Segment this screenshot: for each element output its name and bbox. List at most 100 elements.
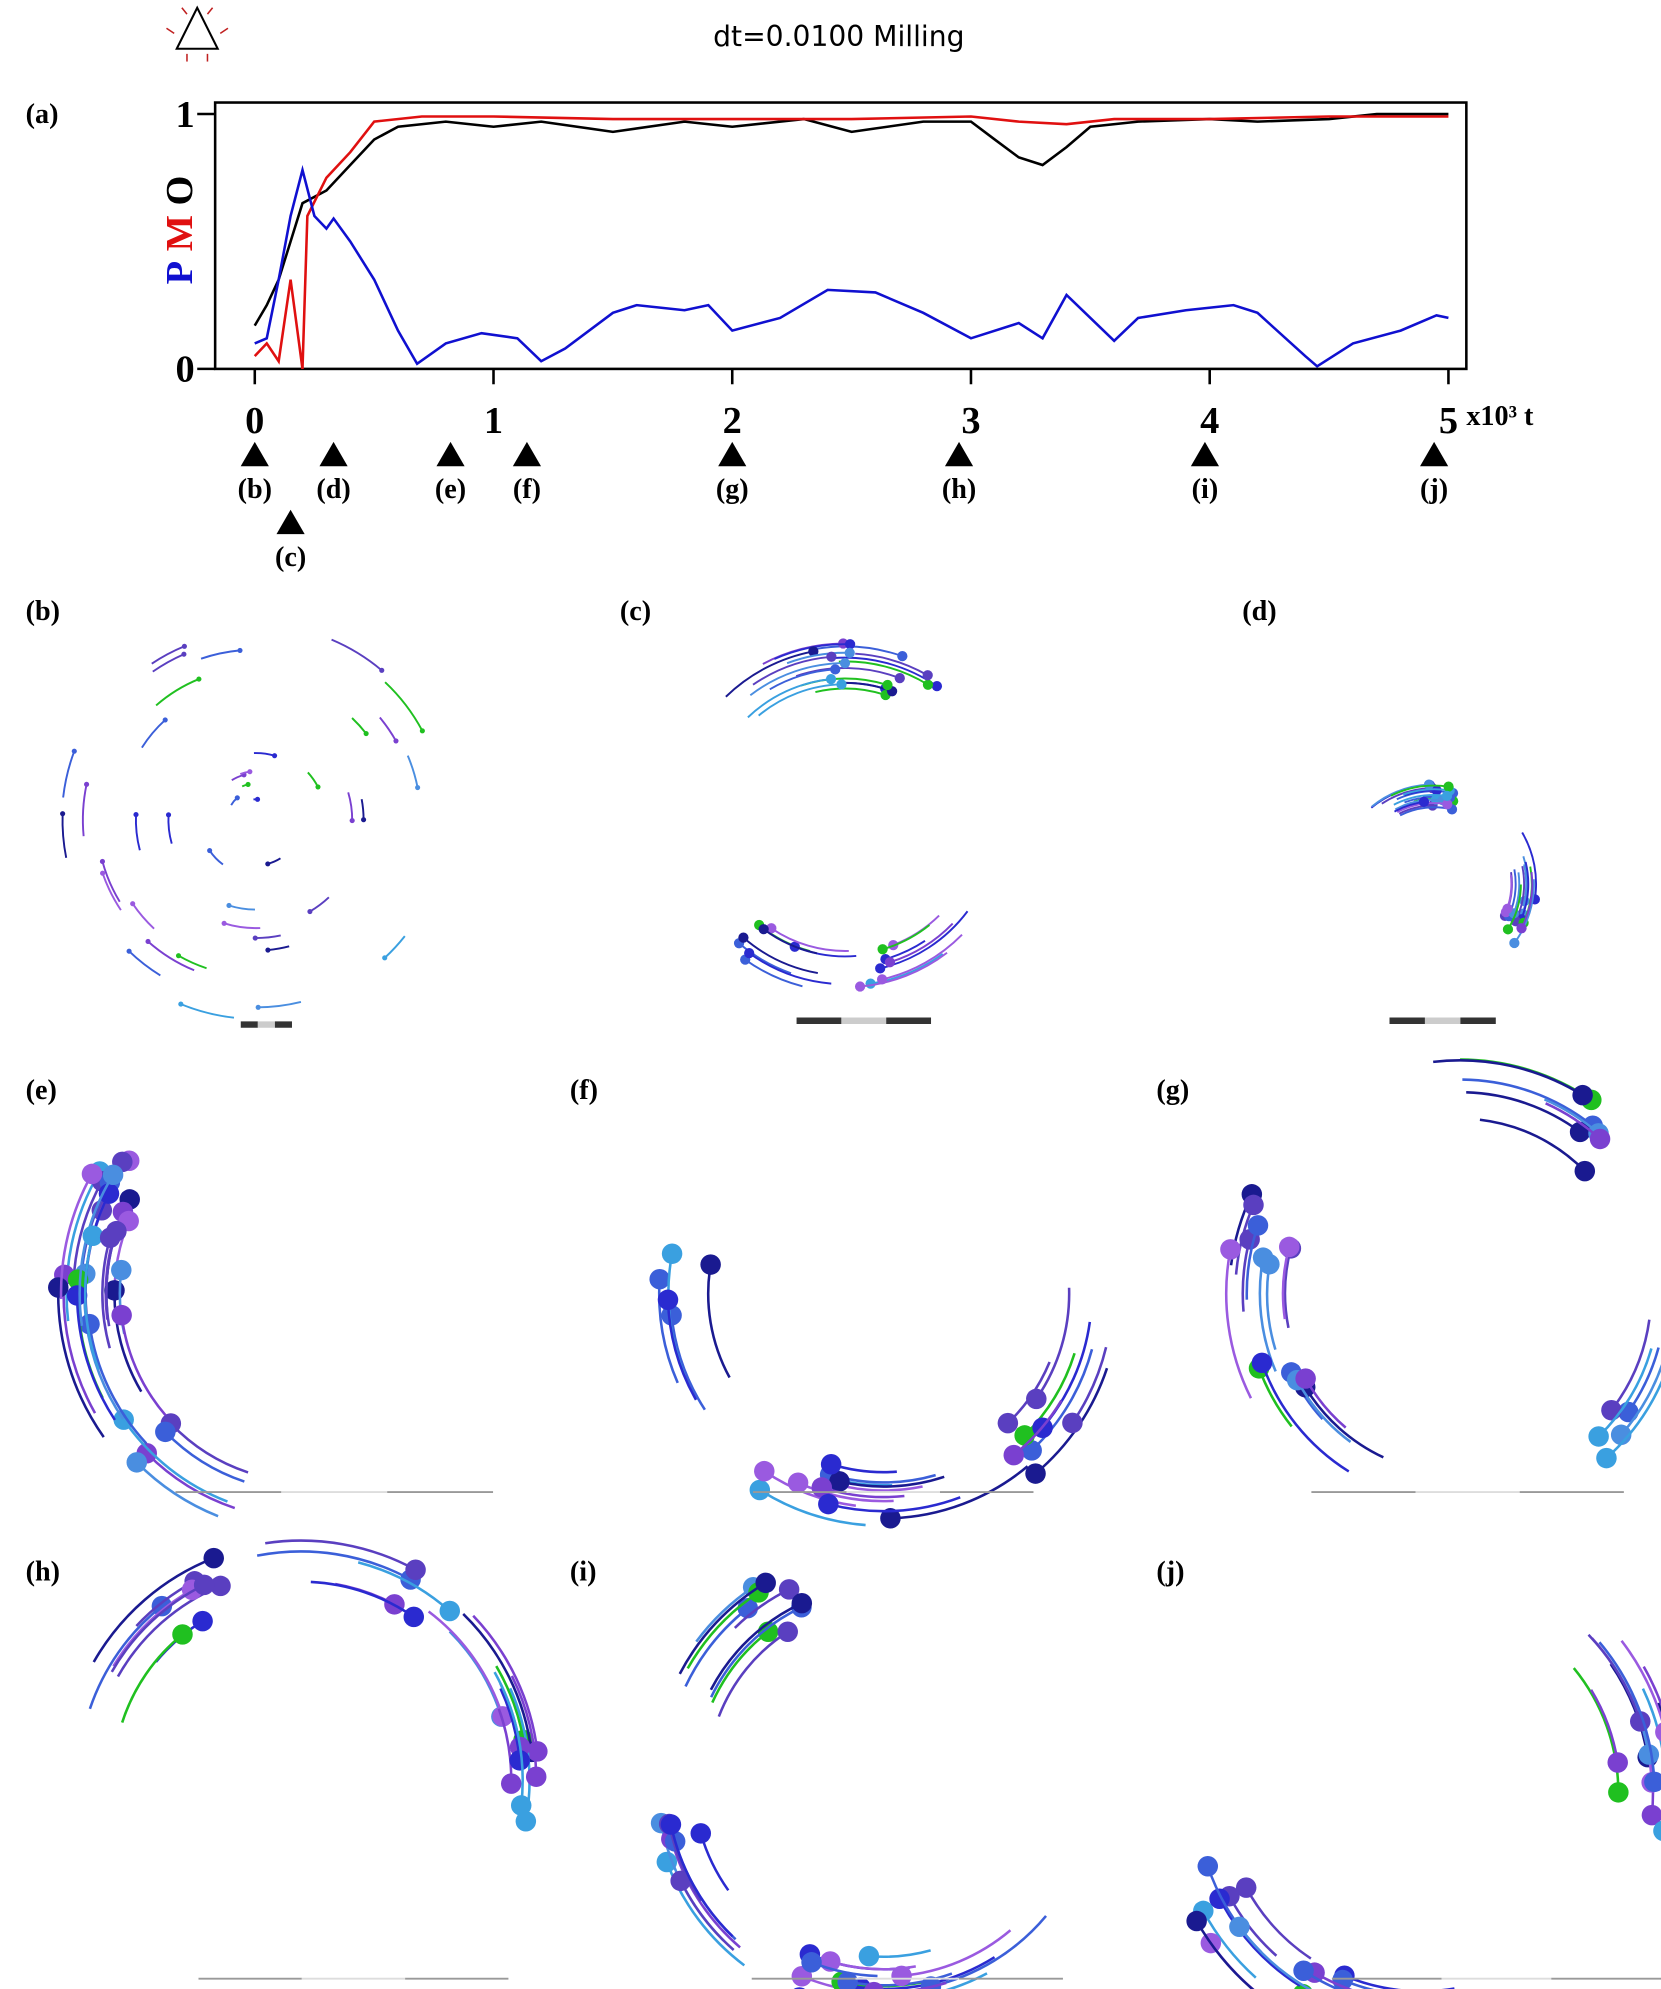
agent (1235, 1877, 1257, 1898)
panel-label: (c) (620, 596, 651, 627)
agent (894, 673, 905, 684)
agent (439, 1600, 461, 1622)
trajectory (180, 1003, 235, 1019)
agent (405, 1559, 426, 1581)
trajectory (1218, 1898, 1301, 1987)
x-tick-label: 2 (723, 400, 742, 442)
agent (1247, 1215, 1269, 1236)
agent (226, 902, 232, 909)
agent (864, 1981, 884, 1989)
agent (175, 953, 182, 959)
agent (1607, 1752, 1628, 1773)
agent (1641, 1804, 1661, 1826)
agent (820, 1453, 842, 1475)
y-tick-label: 1 (175, 94, 194, 136)
agent (1003, 1444, 1025, 1466)
snapshot-label: (c) (275, 542, 306, 573)
x-tick-label: 1 (484, 400, 503, 442)
agent (1186, 1910, 1207, 1932)
trajectory (1304, 1386, 1384, 1459)
trajectory (120, 1633, 184, 1723)
agent (839, 657, 851, 669)
agent (126, 1452, 148, 1473)
trajectory (749, 662, 845, 696)
trajectory (228, 904, 255, 911)
trajectory (1466, 1091, 1581, 1133)
trajectory (92, 1556, 215, 1663)
panel-label: (d) (1242, 596, 1276, 627)
panel-label: (j) (1156, 1556, 1184, 1587)
trajectory (890, 1465, 1029, 1520)
trajectory (706, 1264, 731, 1379)
trajectory (770, 927, 849, 952)
agent (670, 1870, 691, 1892)
snapshot-marker (512, 441, 542, 467)
agent (272, 753, 278, 759)
agent (1197, 1855, 1219, 1877)
trajectory (267, 945, 290, 952)
trajectory (351, 717, 367, 735)
trajectory (61, 813, 68, 859)
agent (830, 664, 841, 675)
agent (1252, 1247, 1274, 1268)
agent (858, 1945, 880, 1967)
trajectory (1265, 1264, 1277, 1350)
agent (349, 818, 355, 824)
trajectory (1605, 1380, 1661, 1460)
trajectory (310, 1580, 415, 1618)
agent (102, 1164, 124, 1186)
agent (1014, 1425, 1035, 1446)
agent (510, 1795, 532, 1816)
agent (196, 676, 202, 682)
agent (880, 1508, 901, 1529)
agent (876, 974, 888, 985)
agent (836, 679, 847, 690)
agent (181, 643, 187, 649)
agent (837, 1971, 858, 1989)
panel-label: (g) (1156, 1075, 1189, 1106)
agent (1516, 923, 1527, 934)
legend-entry: M (159, 215, 201, 251)
agent (181, 651, 187, 657)
agent (155, 1421, 176, 1443)
trajectory (1462, 1078, 1594, 1127)
agent (1243, 1194, 1264, 1216)
trajectory (83, 1235, 100, 1371)
agent (1295, 1368, 1316, 1389)
panel-label: (i) (570, 1556, 597, 1587)
trajectory (406, 755, 419, 788)
trajectory (147, 940, 195, 972)
trajectory (912, 1981, 947, 1989)
trajectory (255, 934, 281, 939)
agent (884, 957, 896, 968)
agent (829, 1471, 850, 1492)
agent (1588, 1426, 1609, 1447)
agent (660, 1814, 682, 1835)
y-tick-label: 0 (175, 349, 194, 391)
trajectory (1433, 1059, 1584, 1097)
agent (661, 1243, 683, 1264)
trajectory (709, 1606, 802, 1698)
agent (67, 1269, 89, 1290)
trajectory (155, 678, 200, 707)
agent (1601, 1399, 1622, 1421)
trajectory (742, 936, 818, 975)
agent (1502, 924, 1514, 935)
panel-label: (e) (26, 1075, 57, 1106)
trajectory (141, 719, 166, 749)
trajectory (208, 850, 224, 866)
snapshot-marker (240, 441, 269, 467)
data-line (253, 112, 1449, 327)
agent (133, 812, 139, 818)
trajectory (1238, 1926, 1312, 1989)
trajectory (815, 687, 886, 696)
snapshot-label: (f) (513, 474, 541, 505)
trajectory (360, 799, 365, 820)
trajectory (62, 750, 76, 798)
trajectory (65, 1170, 101, 1322)
trajectory (816, 645, 903, 658)
agent (509, 1750, 530, 1771)
trajectory (711, 1630, 769, 1704)
panel-label: (a) (26, 99, 59, 130)
